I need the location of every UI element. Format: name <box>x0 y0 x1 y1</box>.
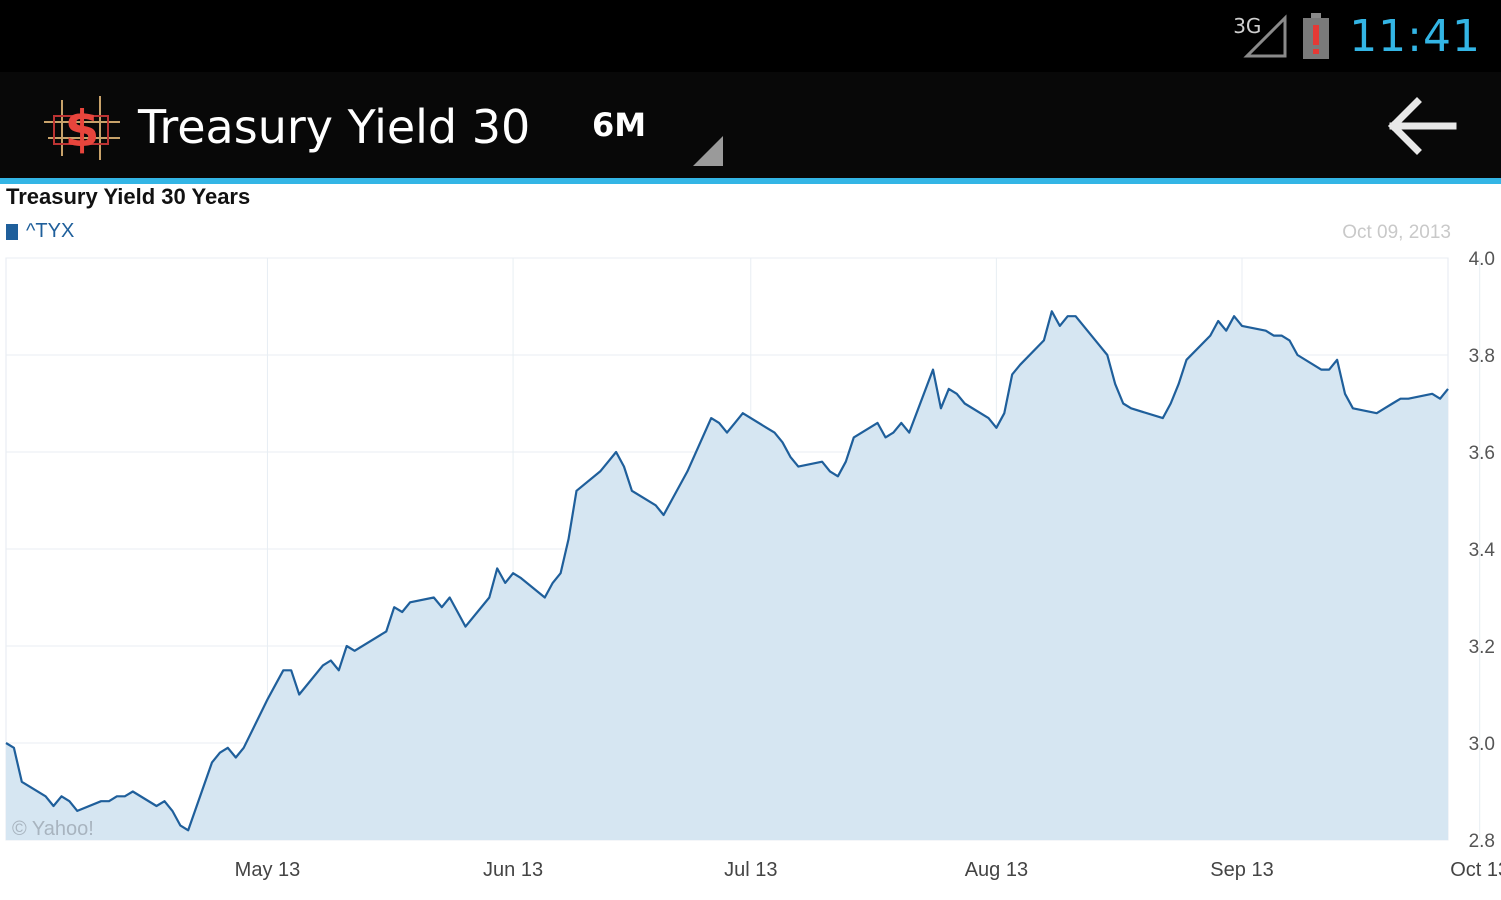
status-icons: 3G 11:41 <box>1233 0 1481 72</box>
y-tick-label: 3.6 <box>1469 443 1495 464</box>
y-tick-label: 3.4 <box>1469 540 1496 561</box>
series-area <box>6 311 1448 840</box>
legend-label: ^TYX <box>26 220 75 242</box>
x-tick-label: Aug 13 <box>965 859 1028 881</box>
x-tick-label: Sep 13 <box>1210 859 1273 881</box>
x-tick-label: Oct 13 <box>1450 859 1501 881</box>
arrow-left-icon <box>1388 97 1457 155</box>
y-tick-label: 3.8 <box>1469 346 1495 367</box>
x-tick-label: Jul 13 <box>724 859 777 881</box>
clock: 11:41 <box>1349 10 1481 62</box>
action-bar: $ Treasury Yield 30 6M <box>0 72 1501 184</box>
series-line <box>5 310 1449 832</box>
yield-chart: 2.8 3.0 3.2 3.4 3.6 3.8 4.0 May 13 Jun 13 Jul 13 A… <box>5 249 1501 881</box>
period-dropdown[interactable]: 6M <box>580 96 725 168</box>
chart-date: Oct 09, 2013 <box>1342 222 1451 243</box>
chart-title: Treasury Yield 30 Years <box>6 184 251 209</box>
network-type-label: 3G <box>1233 14 1262 38</box>
chart-legend: ^TYX <box>6 220 74 243</box>
status-bar: 3G 11:41 <box>0 0 1501 72</box>
dropdown-triangle-icon <box>693 136 723 166</box>
period-selected-value: 6M <box>592 106 647 144</box>
chart-watermark: © Yahoo! <box>12 818 94 840</box>
y-tick-label: 4.0 <box>1469 249 1495 270</box>
x-tick-label: Jun 13 <box>483 859 543 881</box>
battery-alert-icon <box>1303 13 1330 59</box>
back-button[interactable] <box>1381 90 1461 162</box>
y-tick-label: 3.0 <box>1469 734 1495 755</box>
x-tick-label: May 13 <box>235 859 301 881</box>
legend-swatch <box>6 223 18 240</box>
y-tick-label: 2.8 <box>1469 831 1495 852</box>
signal-icon: 3G <box>1233 10 1289 62</box>
page-title: Treasury Yield 30 <box>138 100 531 154</box>
dollar-sign-icon[interactable]: $ <box>40 92 124 164</box>
y-tick-label: 3.2 <box>1469 637 1495 658</box>
svg-text:$: $ <box>65 100 100 158</box>
